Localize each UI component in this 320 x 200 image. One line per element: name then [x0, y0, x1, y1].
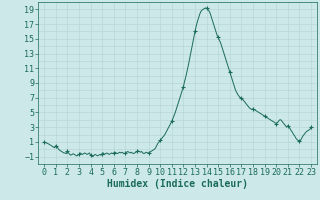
X-axis label: Humidex (Indice chaleur): Humidex (Indice chaleur) [107, 179, 248, 189]
